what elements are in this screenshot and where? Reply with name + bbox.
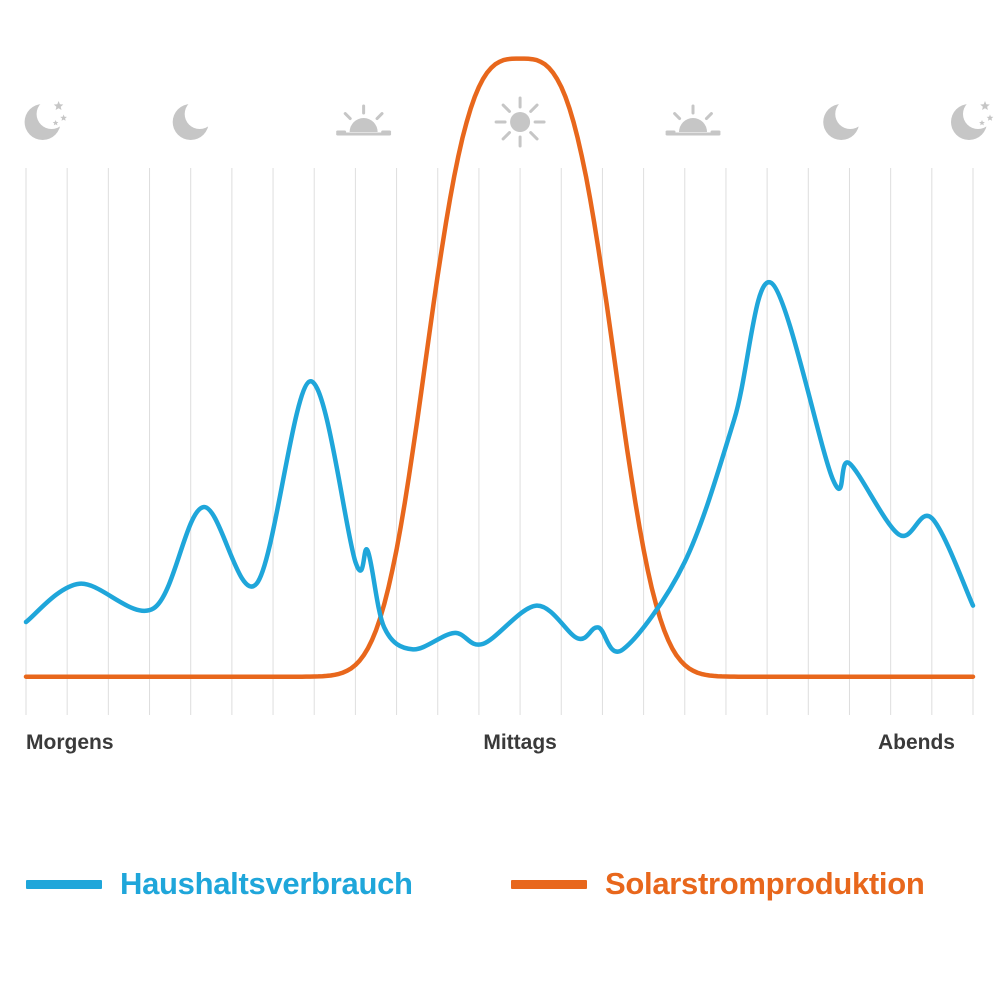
sunset-icon [665, 104, 721, 136]
legend-swatch-blue [26, 879, 102, 889]
legend-item-solarstromproduktion[interactable]: Solarstromproduktion [511, 866, 925, 902]
series-line-haushaltsverbrauch [23, 280, 976, 654]
series-lines [23, 56, 976, 679]
sun-icon [494, 96, 546, 148]
series-line-solarstromproduktion [23, 56, 976, 679]
x-tick-label: Mittags [483, 731, 557, 754]
sunrise-icon [336, 104, 392, 136]
legend-item-haushaltsverbrauch[interactable]: Haushaltsverbrauch [26, 866, 413, 902]
moon-stars-icon [24, 101, 67, 140]
x-axis-labels: Morgens Mittags Abends [26, 731, 955, 754]
moon-stars-icon [951, 101, 994, 140]
legend-label: Haushaltsverbrauch [120, 866, 413, 901]
legend-swatch-orange [511, 879, 587, 889]
x-tick-label: Abends [878, 731, 955, 754]
legend-label: Solarstromproduktion [605, 866, 925, 901]
time-of-day-icons [24, 96, 994, 148]
moon-icon [172, 104, 209, 140]
x-tick-label: Morgens [26, 731, 114, 754]
moon-icon [823, 104, 860, 140]
